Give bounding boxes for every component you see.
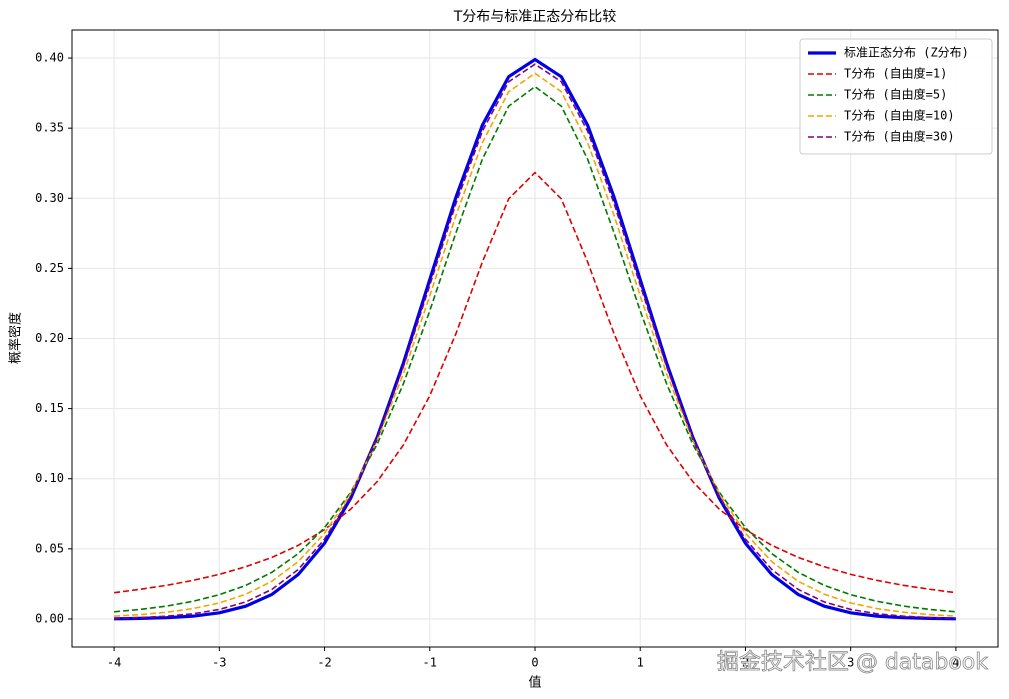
x-tick-label: -4 (107, 656, 121, 670)
y-tick-label: 0.25 (35, 261, 64, 275)
y-tick-label: 0.40 (35, 51, 64, 65)
chart-title: T分布与标准正态分布比较 (453, 9, 617, 25)
line-series (114, 57, 956, 621)
x-tick-label: 1 (637, 656, 644, 670)
x-tick-label: 3 (847, 656, 854, 670)
watermark: 掘金技术社区 @ databook (717, 650, 988, 675)
y-tick-label: 0.10 (35, 471, 64, 485)
x-tick-label: 2 (742, 656, 749, 670)
y-tick-label: 0.20 (35, 331, 64, 345)
legend-label: T分布 (自由度=10) (844, 108, 955, 123)
y-tick-label: 0.15 (35, 401, 64, 415)
plot-frame (71, 29, 999, 648)
legend-label: 标准正态分布 (Z分布) (844, 46, 969, 60)
x-tick-label: 4 (952, 656, 959, 670)
line-series (114, 85, 956, 613)
x-tick-label: 0 (531, 656, 538, 670)
legend-box (799, 38, 993, 155)
y-tick-label: 0.35 (35, 121, 64, 135)
x-tick-label: -2 (317, 656, 331, 670)
y-axis-label: 概率密度 (8, 312, 24, 364)
x-tick-label: -3 (212, 656, 226, 670)
legend-label: T分布 (自由度=1) (844, 66, 947, 81)
line-series (114, 72, 956, 617)
x-axis-label: 值 (528, 675, 541, 691)
y-tick-label: 0.00 (35, 611, 64, 625)
line-series (114, 63, 956, 620)
y-tick-label: 0.30 (35, 191, 64, 205)
legend-label: T分布 (自由度=5) (844, 87, 947, 102)
line-series (113, 171, 957, 594)
legend-label: T分布 (自由度=30) (844, 129, 955, 144)
x-tick-label: -1 (423, 656, 437, 670)
y-tick-label: 0.05 (35, 541, 64, 555)
